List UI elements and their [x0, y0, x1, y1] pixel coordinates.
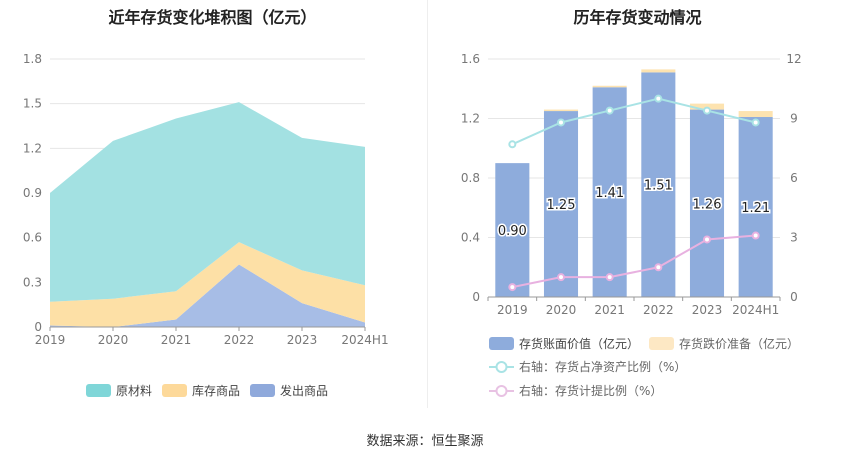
bar-value-label: 1.51: [644, 179, 673, 194]
left-x-tick-label: 2021: [161, 333, 192, 347]
bar-value-label: 1.41: [595, 186, 624, 201]
right-legend-label: 右轴：存货计提比例（%）: [519, 383, 662, 398]
right-chart-title: 历年存货变动情况: [573, 8, 702, 27]
line-右轴：存货计提比例（%）: [512, 234, 756, 289]
right-legend-swatch: [489, 337, 514, 350]
left-chart-title: 近年存货变化堆积图（亿元）: [108, 8, 317, 27]
right-y-left-tick-label: 0: [472, 290, 480, 304]
right-y-left-tick-label: 1.2: [461, 112, 480, 126]
right-x-tick-label: 2022: [643, 303, 674, 317]
line-point: [508, 283, 517, 292]
area-原材料: [50, 102, 365, 302]
line-point: [703, 106, 711, 115]
right-legend-marker: [495, 385, 508, 397]
right-legend-label: 右轴：存货占净资产比例（%）: [519, 359, 686, 374]
right-y-left-tick-label: 0.8: [461, 171, 480, 185]
data-source: 数据来源：恒生聚源: [366, 434, 484, 449]
provision-bar: [592, 85, 627, 88]
panel-divider: [427, 0, 428, 408]
line-point: [605, 106, 614, 115]
left-legend-swatch: [250, 384, 275, 397]
right-legend-marker: [495, 361, 508, 373]
line-point: [654, 94, 663, 103]
right-y-right-tick-label: 6: [790, 171, 798, 185]
line-point: [751, 118, 760, 127]
right-legend-label: 存货跌价准备（亿元）: [679, 336, 799, 351]
line-point: [703, 235, 711, 244]
right-y-right-tick-label: 9: [790, 112, 798, 126]
right-x-tick-label: 2020: [546, 303, 577, 317]
right-x-tick-label: 2019: [497, 303, 528, 317]
left-y-tick-label: 0.9: [23, 186, 42, 200]
inventory-bar: [495, 163, 530, 297]
right-legend-label: 存货账面价值（亿元）: [519, 336, 639, 351]
provision-bar: [543, 109, 579, 112]
left-x-tick-label: 2024H1: [341, 333, 388, 347]
line-point: [751, 231, 760, 240]
line-point: [654, 263, 663, 272]
left-x-tick-label: 2023: [287, 333, 318, 347]
left-y-tick-label: 0.3: [23, 275, 42, 289]
left-legend-label: 原材料: [116, 384, 152, 398]
left-x-tick-label: 2020: [98, 333, 129, 347]
right-x-tick-label: 2021: [594, 303, 625, 317]
left-y-tick-label: 0.6: [23, 231, 42, 245]
bar-value-label: 1.25: [547, 198, 576, 213]
left-y-tick-label: 1.8: [23, 52, 42, 66]
right-y-left-tick-label: 0.4: [461, 231, 480, 245]
area-库存商品: [50, 242, 365, 327]
provision-bar: [738, 111, 773, 118]
left-legend-swatch: [86, 384, 111, 397]
line-右轴：存货占净资产比例（%）: [511, 97, 756, 146]
left-legend-label: 库存商品: [192, 383, 240, 398]
bar-value-label: 0.90: [498, 224, 527, 239]
left-y-tick-label: 1.5: [23, 97, 42, 111]
bar-value-label: 1.21: [741, 201, 770, 216]
left-y-tick-label: 1.2: [23, 141, 42, 155]
right-x-tick-label: 2023: [692, 303, 723, 317]
right-y-right-tick-label: 3: [790, 231, 798, 245]
left-x-tick-label: 2022: [224, 333, 255, 347]
line-point: [557, 118, 565, 127]
area-发出商品: [50, 264, 365, 327]
line-point: [508, 140, 517, 149]
right-x-tick-label: 2024H1: [732, 303, 779, 317]
inventory-bar: [641, 72, 676, 297]
inventory-bar: [738, 117, 773, 297]
provision-bar: [641, 69, 676, 73]
right-y-right-tick-label: 0: [790, 290, 798, 304]
right-y-right-tick-label: 12: [786, 52, 801, 66]
left-legend-swatch: [162, 384, 187, 397]
right-legend-swatch: [649, 337, 674, 350]
right-y-left-tick-label: 1.6: [461, 52, 480, 66]
left-y-tick-label: 0: [34, 320, 42, 334]
line-point: [557, 273, 565, 282]
left-x-tick-label: 2019: [35, 333, 66, 347]
inventory-bar: [592, 87, 627, 297]
inventory-bar: [543, 111, 579, 297]
left-legend-label: 发出商品: [280, 383, 328, 398]
bar-value-label: 1.26: [693, 197, 722, 212]
line-point: [605, 273, 614, 282]
inventory-bar: [689, 109, 725, 297]
